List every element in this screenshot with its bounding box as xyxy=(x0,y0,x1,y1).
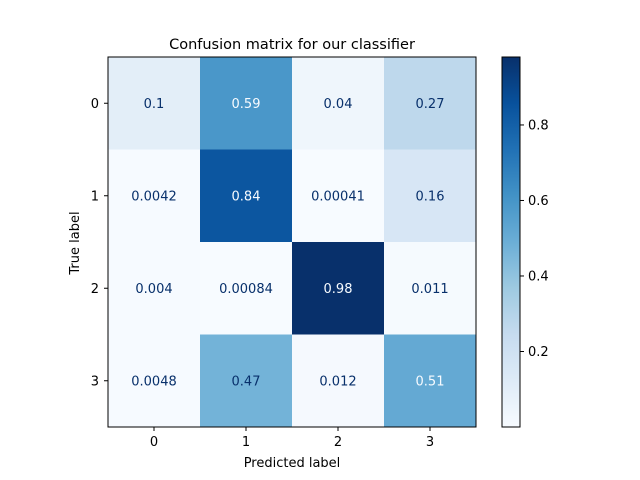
colorbar-tick-label: 0.6 xyxy=(528,194,549,209)
cell-value-label: 0.011 xyxy=(411,282,448,297)
heatmap-cell-r3-c0 xyxy=(108,334,201,428)
axes-frame xyxy=(107,56,477,428)
heatmap-cell-r2-c2 xyxy=(292,242,385,335)
heatmap-cell-r3-c3 xyxy=(384,334,477,428)
y-tick-label: 0 xyxy=(91,97,99,112)
heatmap-cell-r3-c2 xyxy=(292,334,385,428)
colorbar-ticks: 0.2 0.4 0.6 0.8 xyxy=(520,118,549,360)
x-axis-label: Predicted label xyxy=(244,456,341,471)
cell-value-label: 0.00084 xyxy=(219,282,273,297)
cell-value-label: 0.0042 xyxy=(131,189,177,204)
cell-value-label: 0.00041 xyxy=(311,189,365,204)
y-tick-label: 2 xyxy=(91,282,99,297)
cell-value-label: 0.84 xyxy=(232,189,261,204)
heatmap-cell-r1-c1 xyxy=(200,149,293,243)
heatmap-cell-r3-c1 xyxy=(200,334,293,428)
chart-title: Confusion matrix for our classifier xyxy=(169,37,415,53)
heatmap-cell-r1-c0 xyxy=(108,149,201,243)
cell-value-label: 0.0048 xyxy=(131,374,177,389)
heatmap-cell-labels: 0.1 0.59 0.04 0.27 0.0042 0.84 0.00041 0.16 0.00… xyxy=(131,97,448,390)
colorbar-tick-label: 0.4 xyxy=(528,269,549,284)
cell-value-label: 0.1 xyxy=(144,97,165,112)
cell-value-label: 0.51 xyxy=(416,374,445,389)
heatmap-cell-r1-c2 xyxy=(292,149,385,243)
colorbar-tick-label: 0.8 xyxy=(528,118,549,133)
cell-value-label: 0.59 xyxy=(232,97,261,112)
heatmap-cell-r0-c3 xyxy=(384,57,477,150)
cell-value-label: 0.98 xyxy=(324,282,353,297)
colorbar-tick-label: 0.2 xyxy=(528,345,549,360)
x-axis-ticks: 0 1 2 3 xyxy=(150,427,434,450)
cell-value-label: 0.47 xyxy=(232,374,261,389)
y-tick-label: 1 xyxy=(91,189,99,204)
x-tick-label: 3 xyxy=(426,435,434,450)
heatmap-cell-r1-c3 xyxy=(384,149,477,243)
heatmap-cell-r0-c0 xyxy=(108,57,201,150)
x-tick-label: 0 xyxy=(150,435,158,450)
heatmap-cell-r2-c0 xyxy=(108,242,201,335)
heatmap-cell-r2-c1 xyxy=(200,242,293,335)
y-axis-label: True label xyxy=(68,211,83,275)
cell-value-label: 0.16 xyxy=(416,189,445,204)
y-axis-ticks: 0 1 2 3 xyxy=(91,97,108,389)
heatmap-cell-r2-c3 xyxy=(384,242,477,335)
cell-value-label: 0.004 xyxy=(135,282,172,297)
colorbar xyxy=(502,57,520,427)
x-tick-label: 2 xyxy=(334,435,342,450)
x-tick-label: 1 xyxy=(242,435,250,450)
y-tick-label: 3 xyxy=(91,374,99,389)
heatmap-cell-r0-c2 xyxy=(292,57,385,150)
cell-value-label: 0.04 xyxy=(324,97,353,112)
heatmap-cell-r0-c1 xyxy=(200,57,293,150)
colorbar-frame xyxy=(501,56,521,428)
cell-value-label: 0.012 xyxy=(319,374,356,389)
cell-value-label: 0.27 xyxy=(416,97,445,112)
heatmap-cells xyxy=(108,57,477,428)
